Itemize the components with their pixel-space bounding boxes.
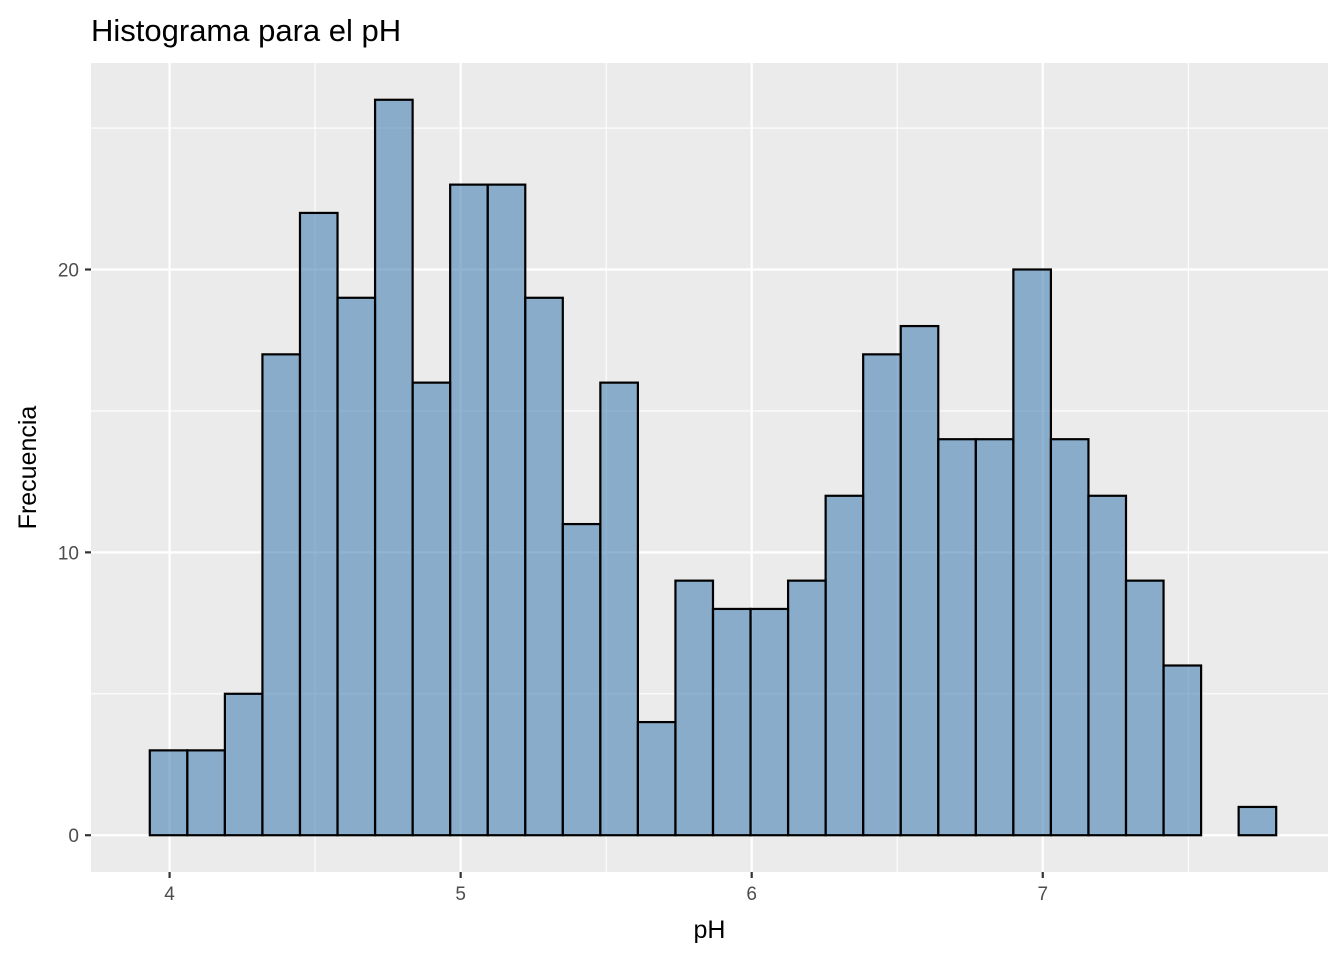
histogram-bar (974, 438, 1015, 837)
histogram-bar (1162, 664, 1203, 837)
histogram-bar (937, 438, 977, 837)
x-tick-label: 7 (1037, 884, 1048, 905)
histogram-bar (636, 720, 677, 837)
histogram-bar (561, 522, 602, 837)
histogram-bar (524, 296, 564, 837)
histogram-bar (711, 607, 752, 837)
histogram-bar (899, 324, 940, 837)
histogram-bar (223, 692, 264, 837)
histogram-bars (148, 98, 1278, 837)
histogram-bar (1087, 494, 1128, 837)
histogram-bar (486, 183, 527, 837)
histogram-bar (148, 749, 189, 837)
histogram-bar (786, 579, 827, 837)
x-tick-label: 5 (455, 884, 466, 905)
x-tick-label: 6 (746, 884, 757, 905)
x-tick-label: 4 (164, 884, 175, 905)
histogram-bar (749, 607, 790, 837)
y-tick-label: 0 (68, 826, 79, 847)
histogram-bar (1237, 805, 1278, 837)
y-tick-label: 20 (58, 260, 79, 281)
histogram-bar (674, 579, 715, 837)
histogram-bar (599, 381, 639, 837)
y-tick-label: 10 (58, 543, 79, 564)
histogram-bar (862, 353, 902, 837)
histogram-bar (261, 353, 302, 837)
histogram-bar (411, 381, 452, 837)
histogram-bar (1012, 268, 1053, 837)
y-axis-title: Frecuencia (14, 406, 42, 530)
histogram-bar (1049, 438, 1090, 837)
histogram-bar (186, 749, 226, 837)
histogram-bar (824, 494, 865, 837)
axes: 4 5 6 7 0 10 20 (58, 260, 1048, 905)
histogram-bar (336, 296, 377, 837)
histogram-bar (449, 183, 489, 837)
chart-title: Histograma para el pH (91, 13, 401, 48)
histogram-bar (298, 211, 339, 837)
histogram-bar (1124, 579, 1165, 837)
x-axis-title: pH (694, 916, 726, 944)
histogram-bar (373, 98, 414, 837)
